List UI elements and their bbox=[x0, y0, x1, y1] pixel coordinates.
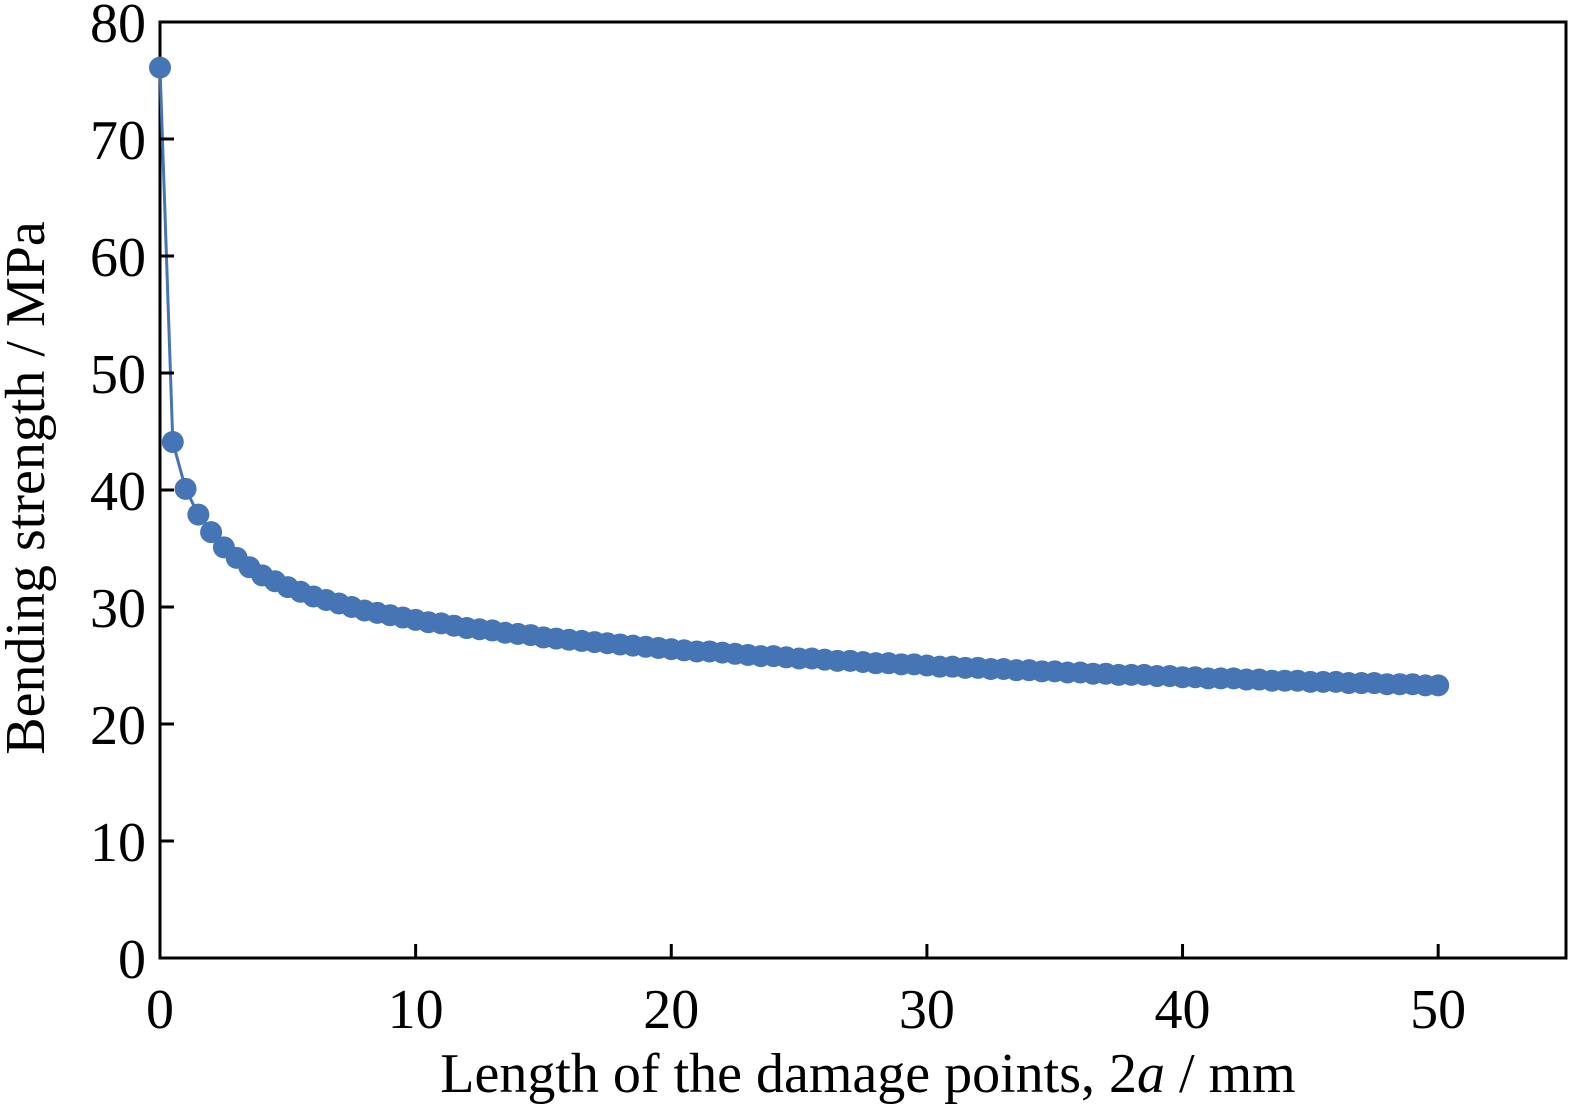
y-tick-label: 50 bbox=[90, 344, 146, 406]
data-point bbox=[174, 477, 197, 500]
x-tick-label: 50 bbox=[1410, 979, 1466, 1041]
x-tick-label: 40 bbox=[1155, 979, 1211, 1041]
x-tick-label: 20 bbox=[643, 979, 699, 1041]
x-tick-label: 10 bbox=[388, 979, 444, 1041]
x-axis-title-var: a bbox=[1137, 1043, 1165, 1105]
y-tick-label: 80 bbox=[90, 0, 146, 55]
x-axis-title: Length of the damage points, 2a / mm bbox=[440, 1043, 1295, 1105]
data-point bbox=[187, 503, 210, 526]
y-tick-label: 30 bbox=[90, 578, 146, 640]
data-point bbox=[149, 56, 171, 79]
y-tick-label: 70 bbox=[90, 110, 146, 172]
data-point bbox=[200, 521, 223, 544]
data-point bbox=[161, 431, 184, 454]
y-tick-label: 10 bbox=[90, 812, 146, 874]
axes-group bbox=[158, 20, 1568, 960]
y-tick-label: 60 bbox=[90, 227, 146, 289]
x-axis-title-unit: / mm bbox=[1165, 1043, 1296, 1105]
y-tick-label: 40 bbox=[90, 461, 146, 523]
y-tick-label: 0 bbox=[118, 929, 146, 991]
ticks-group: 0 10 20 30 40 50 0 10 20 30 40 50 60 70 80 bbox=[90, 0, 1466, 1041]
data-point bbox=[1427, 674, 1450, 697]
plot-frame bbox=[158, 20, 1568, 960]
series-line bbox=[158, 67, 1439, 687]
series-group bbox=[149, 56, 1450, 697]
x-tick-label: 0 bbox=[146, 979, 174, 1041]
y-axis-title: Bending strength / MPa bbox=[0, 221, 57, 755]
x-axis-title-main: Length of the damage points, 2 bbox=[440, 1043, 1137, 1105]
x-tick-label: 30 bbox=[899, 979, 955, 1041]
y-tick-label: 20 bbox=[90, 695, 146, 757]
